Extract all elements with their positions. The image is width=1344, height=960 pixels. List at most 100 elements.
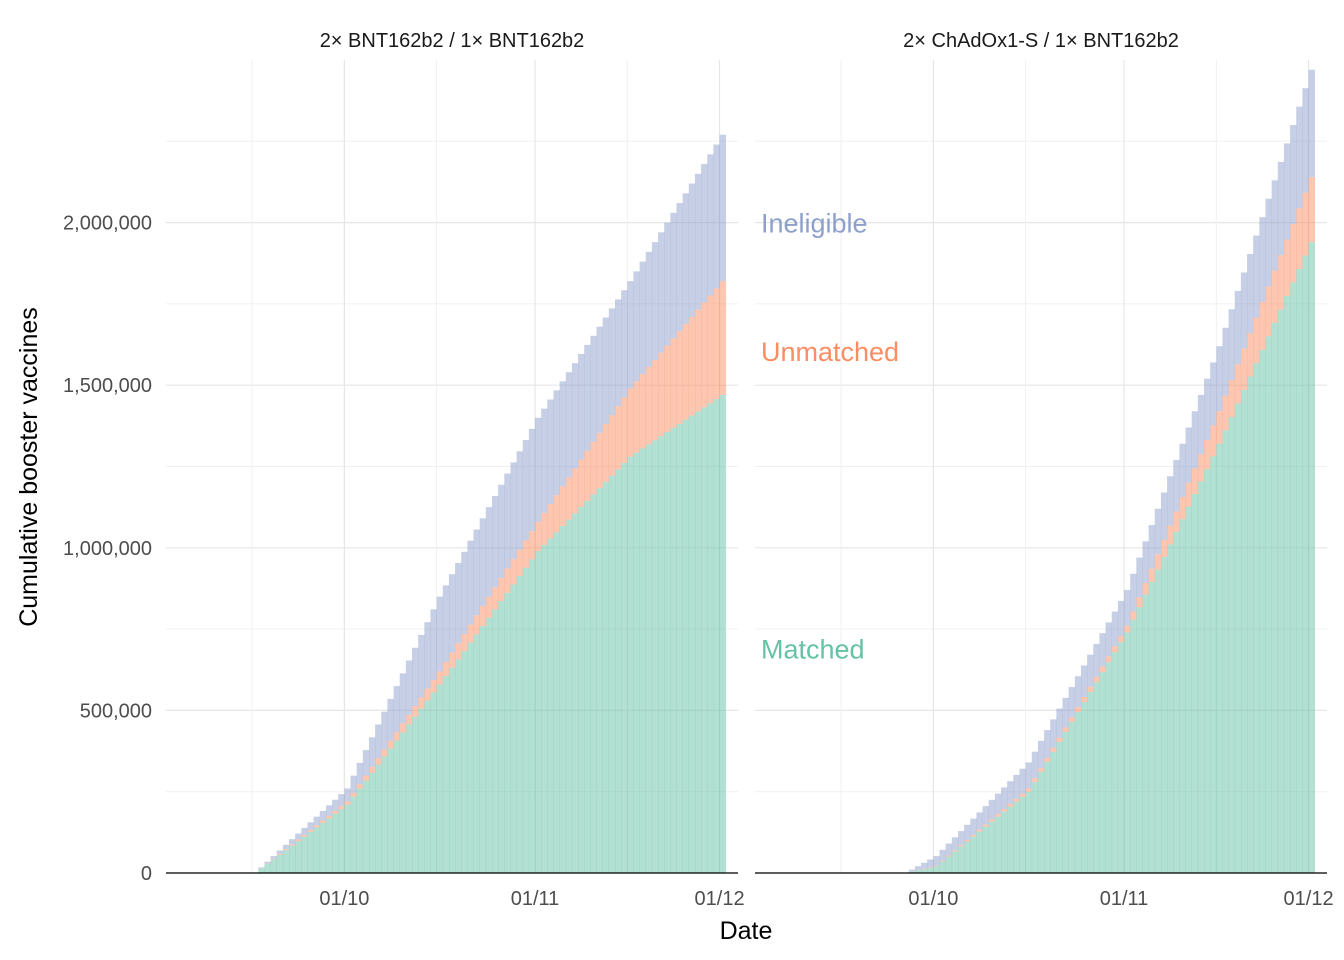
bar-unmatched — [988, 819, 996, 822]
bar-unmatched — [1290, 223, 1297, 283]
bar-unmatched — [1080, 696, 1088, 703]
bar-ineligible — [276, 850, 284, 854]
bar-matched — [951, 851, 959, 873]
bar-unmatched — [528, 531, 536, 560]
bar-unmatched — [713, 288, 720, 400]
bar-unmatched — [682, 324, 690, 420]
bar-unmatched — [412, 706, 419, 717]
bar-matched — [1148, 582, 1156, 873]
bar-unmatched — [485, 596, 493, 618]
bar-matched — [633, 452, 640, 873]
bar-matched — [1050, 751, 1057, 873]
bar-matched — [1240, 389, 1248, 873]
panel-x-ticks: 01/10 01/11 01/12 — [319, 888, 744, 910]
bar-matched — [1025, 791, 1033, 873]
y-tick-label: 0 — [141, 863, 152, 885]
bar-ineligible — [1197, 394, 1205, 455]
bar-ineligible — [448, 574, 456, 653]
bar-ineligible — [658, 232, 665, 353]
bar-unmatched — [1001, 809, 1008, 812]
bar-ineligible — [676, 203, 683, 332]
x-tick-label: 01/11 — [511, 888, 560, 910]
bar-ineligible — [719, 134, 726, 282]
bar-matched — [301, 836, 308, 873]
bar-matched — [976, 831, 983, 873]
bar-unmatched — [590, 441, 597, 495]
bar-matched — [516, 576, 524, 873]
bar-ineligible — [1160, 492, 1168, 540]
bar-matched — [927, 867, 934, 873]
bar-matched — [1173, 531, 1180, 873]
bar-unmatched — [405, 714, 413, 725]
bar-ineligible — [1148, 525, 1156, 569]
bar-ineligible — [319, 810, 327, 821]
bar-unmatched — [1148, 568, 1156, 583]
bar-ineligible — [964, 824, 971, 841]
bar-matched — [1191, 494, 1199, 873]
bar-matched — [676, 423, 683, 873]
bar-matched — [1265, 336, 1272, 873]
bar-matched — [945, 856, 953, 873]
bar-ineligible — [412, 647, 419, 707]
bar-ineligible — [430, 609, 437, 681]
bar-matched — [387, 748, 394, 873]
bar-matched — [270, 859, 278, 873]
bar-matched — [1308, 242, 1315, 873]
bar-ineligible — [1228, 309, 1236, 380]
bar-matched — [559, 525, 567, 873]
bar-matched — [1234, 403, 1242, 873]
bar-ineligible — [1111, 611, 1119, 647]
bar-ineligible — [1124, 590, 1131, 626]
bar-ineligible — [535, 417, 542, 522]
bar-unmatched — [1037, 768, 1045, 772]
bar-unmatched — [393, 732, 401, 741]
x-tick-label: 01/10 — [908, 888, 958, 910]
bar-unmatched — [608, 415, 616, 476]
bar-matched — [614, 469, 622, 873]
bar-ineligible — [1210, 362, 1217, 426]
bar-matched — [658, 436, 665, 873]
bar-ineligible — [970, 818, 977, 835]
bar-unmatched — [1203, 439, 1211, 469]
bar-unmatched — [939, 860, 946, 862]
bar-ineligible — [1296, 106, 1303, 209]
bar-matched — [1203, 468, 1211, 873]
bar-unmatched — [970, 834, 977, 837]
bar-ineligible — [325, 805, 333, 816]
bar-unmatched — [1179, 497, 1186, 520]
bar-ineligible — [368, 737, 376, 767]
bar-ineligible — [1031, 751, 1039, 779]
bar-unmatched — [578, 459, 585, 508]
bar-matched — [1044, 761, 1051, 873]
bar-unmatched — [541, 512, 548, 545]
bar-unmatched — [498, 577, 505, 602]
bar-unmatched — [688, 316, 696, 416]
bar-unmatched — [473, 615, 480, 635]
bar-unmatched — [504, 568, 511, 593]
bar-ineligible — [485, 507, 493, 597]
bar-matched — [688, 415, 696, 873]
bar-unmatched — [1117, 636, 1125, 643]
bar-matched — [933, 866, 940, 873]
bar-matched — [1087, 692, 1094, 873]
bar-unmatched — [982, 824, 990, 827]
bar-ineligible — [951, 837, 959, 851]
bar-matched — [295, 841, 302, 873]
bar-matched — [1185, 506, 1192, 873]
bar-unmatched — [455, 643, 462, 660]
bar-ineligible — [1253, 235, 1260, 318]
bar-unmatched — [319, 820, 327, 823]
bar-unmatched — [301, 834, 308, 837]
bar-matched — [350, 796, 357, 873]
bar-ineligible — [645, 251, 653, 367]
bar-unmatched — [1191, 468, 1199, 495]
bar-unmatched — [584, 450, 591, 501]
bar-matched — [289, 845, 296, 873]
bar-ineligible — [547, 399, 554, 505]
bar-ineligible — [713, 144, 720, 289]
bar-ineligible — [927, 859, 934, 868]
bar-matched — [393, 740, 401, 873]
bar-unmatched — [964, 840, 971, 842]
bar-ineligible — [670, 212, 677, 339]
bar-unmatched — [1247, 333, 1254, 377]
